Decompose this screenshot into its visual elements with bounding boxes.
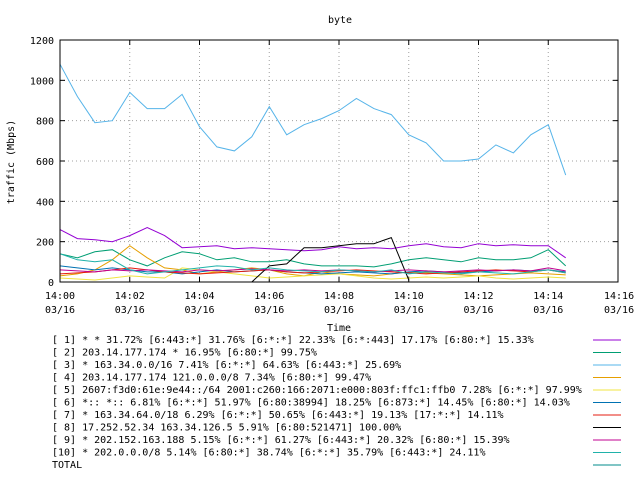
legend-label: [ 9] * 202.152.163.188 5.15% [6:*:*] 61.… [52, 435, 510, 446]
series-lines [59, 63, 567, 283]
legend-label: [ 4] 203.14.177.174 121.0.0.0/8 7.34% [6… [52, 373, 371, 384]
legend-label: [ 3] * 163.34.0.0/16 7.41% [6:*:*] 64.63… [52, 360, 401, 371]
series-line-10 [59, 253, 566, 275]
series-line-1 [59, 227, 566, 259]
series-line-8 [251, 236, 410, 283]
series-line-3 [59, 63, 567, 176]
y-tick-label: 1200 [30, 36, 54, 47]
legend-label: TOTAL [52, 460, 82, 471]
x-axis-label: Time [327, 323, 351, 334]
x-tick-date: 03/16 [533, 305, 563, 316]
x-tick-time: 14:06 [254, 291, 284, 302]
x-tick-date: 03/16 [463, 305, 493, 316]
legend-label: [ 7] * 163.34.64.0/18 6.29% [6:*:*] 50.6… [52, 410, 504, 421]
y-tick-label: 800 [36, 117, 54, 128]
x-tick-date: 03/16 [394, 305, 424, 316]
x-tick-time: 14:16 [604, 291, 634, 302]
x-tick-date: 03/16 [254, 305, 284, 316]
series-line-2 [59, 249, 567, 268]
y-tick-label: 0 [48, 278, 54, 289]
x-tick-date: 03/16 [184, 305, 214, 316]
y-tick-label: 200 [36, 238, 54, 249]
x-tick-time: 14:14 [533, 291, 563, 302]
chart-title: byte [328, 15, 352, 26]
x-tick-time: 14:12 [463, 291, 493, 302]
x-tick-time: 14:00 [45, 291, 75, 302]
y-tick-label: 400 [36, 197, 54, 208]
series-line-5 [59, 267, 566, 281]
y-tick-label: 600 [36, 157, 54, 168]
y-axis-ticks: 0 200 400 600 800 1000 1200 [30, 36, 618, 289]
x-tick-date: 03/16 [115, 305, 145, 316]
legend-label: [10] * 202.0.0.0/8 5.14% [6:80:*] 38.74%… [52, 448, 485, 459]
x-tick-date: 03/16 [604, 305, 634, 316]
legend-label: [ 8] 17.252.52.34 163.34.126.5 5.91% [6:… [52, 423, 401, 434]
legend-label: [ 6] *:: *:: 6.81% [6:*:*] 51.97% [6:80:… [52, 398, 570, 409]
x-axis-ticks: 14:00 03/16 14:02 03/16 14:04 03/16 14:06 03/16… [45, 40, 634, 316]
x-tick-date: 03/16 [45, 305, 75, 316]
series-line-9 [59, 267, 566, 273]
x-tick-time: 14:10 [394, 291, 424, 302]
plot-frame [59, 39, 619, 283]
x-tick-time: 14:02 [115, 291, 145, 302]
y-tick-label: 1000 [30, 76, 54, 87]
x-tick-time: 14:04 [184, 291, 214, 302]
legend-label: [ 1] * * 31.72% [6:443:*] 31.76% [6:*:*]… [52, 335, 534, 346]
legend: [ 1] * * 31.72% [6:443:*] 31.76% [6:*:*]… [52, 335, 621, 471]
y-axis-label: traffic (Mbps) [6, 120, 17, 204]
legend-label: [ 2] 203.14.177.174 * 16.95% [6:80:*] 99… [52, 348, 317, 359]
x-tick-time: 14:08 [324, 291, 354, 302]
x-tick-date: 03/16 [324, 305, 354, 316]
legend-label: [ 5] 2607:f3d0:61e:9e44::/64 2001:c260:1… [52, 385, 582, 396]
